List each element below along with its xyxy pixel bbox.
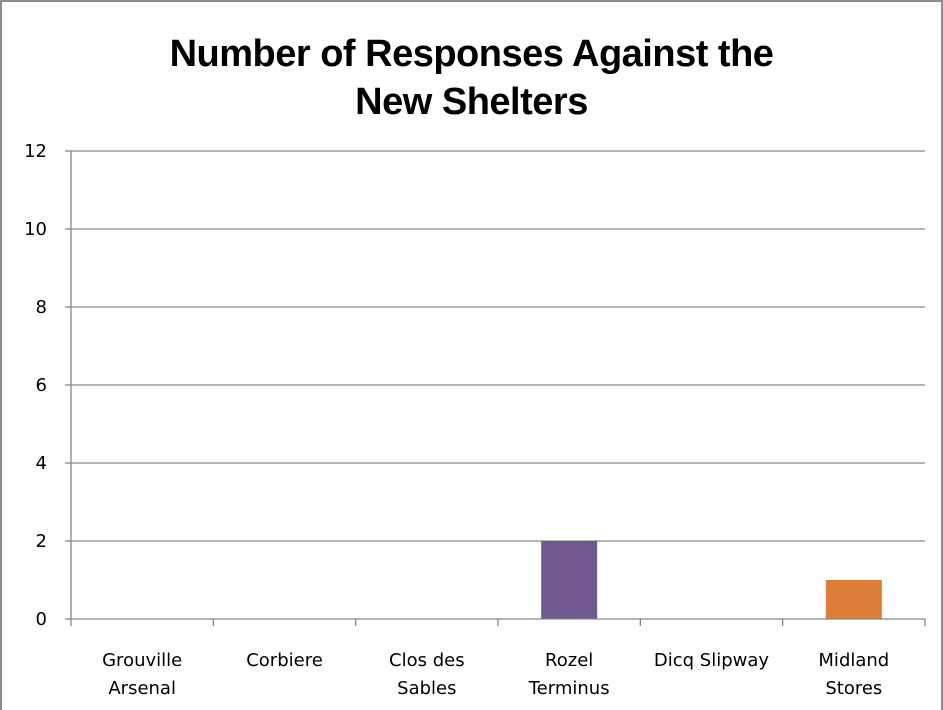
y-tick-label: 4 xyxy=(36,453,47,474)
y-tick-label: 2 xyxy=(36,531,47,552)
y-tick-label: 10 xyxy=(24,219,47,240)
y-tick-label: 0 xyxy=(36,609,47,630)
x-tick-label: Midland xyxy=(818,650,889,671)
x-tick-label: Clos des xyxy=(389,650,465,671)
x-tick-label: Terminus xyxy=(528,678,610,699)
bar-midland-stores xyxy=(825,580,882,619)
x-tick-label: Dicq Slipway xyxy=(654,650,770,671)
x-tick-label: Rozel xyxy=(545,650,593,671)
y-tick-label: 12 xyxy=(24,141,47,162)
bar-rozel-terminus xyxy=(541,541,598,619)
x-tick-label: Stores xyxy=(825,678,882,699)
x-tick-label: Sables xyxy=(397,678,456,699)
x-tick-label: Grouville xyxy=(102,650,182,671)
y-tick-label: 8 xyxy=(36,297,47,318)
x-tick-label: Corbiere xyxy=(246,650,323,671)
y-tick-label: 6 xyxy=(36,375,47,396)
x-tick-label: Arsenal xyxy=(108,678,176,699)
chart-title-line-1: Number of Responses Against the xyxy=(169,33,774,75)
chart-title-line-2: New Shelters xyxy=(355,81,588,123)
chart-title: Number of Responses Against the New Shel… xyxy=(0,30,943,126)
